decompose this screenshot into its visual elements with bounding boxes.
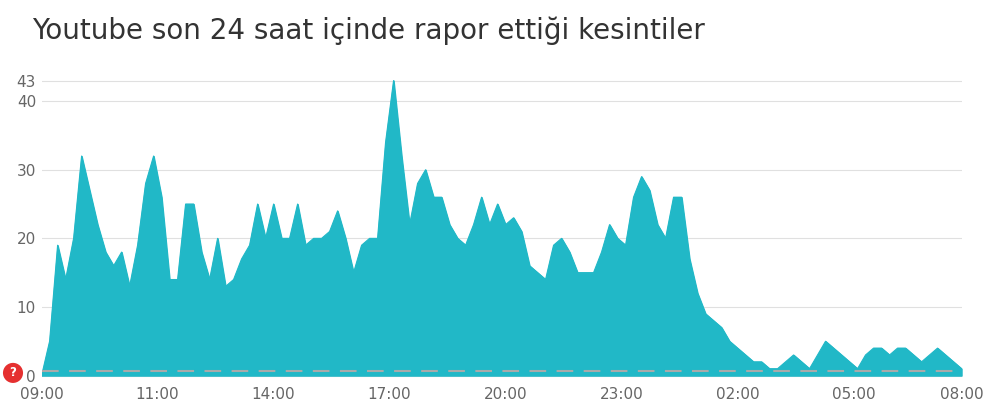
Text: ?: ?	[10, 366, 16, 380]
Text: Youtube son 24 saat içinde rapor ettiği kesintiler: Youtube son 24 saat içinde rapor ettiği …	[32, 17, 705, 45]
